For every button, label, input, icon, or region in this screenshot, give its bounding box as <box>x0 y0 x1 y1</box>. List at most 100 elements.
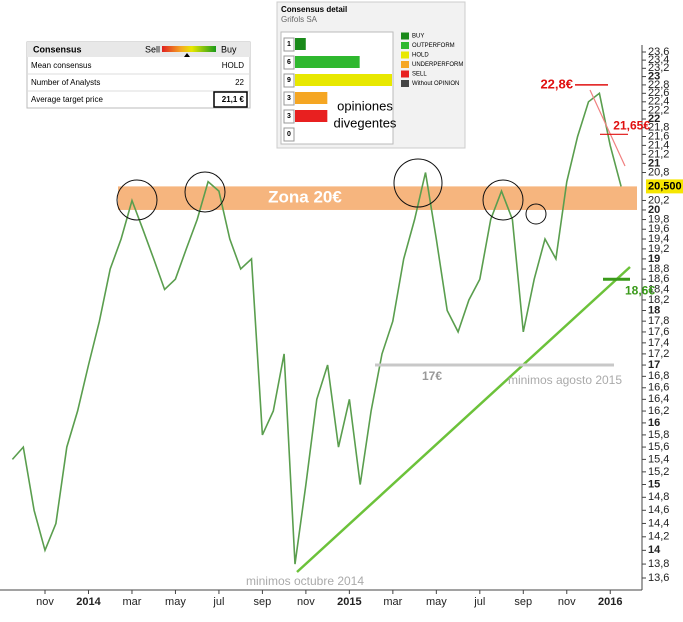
highlight-circle <box>482 179 524 221</box>
y-tick-label: 15,8 <box>648 429 669 441</box>
level-label: 17€ <box>422 369 442 383</box>
x-tick-label: jul <box>473 596 485 608</box>
legend-swatch <box>401 32 409 40</box>
y-tick-label: 17 <box>648 359 660 371</box>
table-title: Consensus <box>33 44 82 54</box>
x-tick-label: sep <box>514 596 532 608</box>
y-tick-label: 14,4 <box>648 517 669 529</box>
legend-label: SELL <box>412 72 427 78</box>
y-tick-label: 17,2 <box>648 348 669 360</box>
y-tick-label: 21,2 <box>648 148 669 160</box>
y-tick-label: 19 <box>648 253 660 265</box>
row-label: Mean consensus <box>31 61 91 70</box>
legend-label: UNDERPERFORM <box>412 62 463 68</box>
row-value: 21,1 € <box>222 95 245 104</box>
row-label: Number of Analysts <box>31 78 100 87</box>
count-label: 6 <box>287 59 291 66</box>
x-tick-label: nov <box>297 596 315 608</box>
legend-swatch <box>401 80 409 87</box>
y-tick-label: 23 <box>648 70 660 82</box>
x-tick-label: nov <box>36 596 54 608</box>
legend-swatch <box>401 42 409 49</box>
price-line <box>11 91 622 565</box>
y-tick-label: 19,4 <box>648 233 669 245</box>
y-tick-label: 16,6 <box>648 382 669 394</box>
level-label: 21,65€ <box>613 118 650 132</box>
y-tick-label: 19,2 <box>648 243 669 255</box>
x-tick-label: mar <box>383 596 402 608</box>
panel-title: Consensus detail <box>281 5 347 14</box>
count-label: 1 <box>287 41 291 48</box>
scale-right: Buy <box>221 44 237 54</box>
scale-left: Sell <box>145 44 160 54</box>
y-tick-label: 18,2 <box>648 294 669 306</box>
y-tick-label: 16,8 <box>648 370 669 382</box>
count-box <box>283 109 295 124</box>
legend-label: Without OPINION <box>412 81 459 87</box>
y-tick-label: 22,8 <box>648 79 669 91</box>
y-tick-label: 17,8 <box>648 315 669 327</box>
y-tick-label: 22,2 <box>648 104 669 116</box>
y-tick-label: 17,4 <box>648 337 669 349</box>
scale-gradient <box>162 46 216 52</box>
count-box <box>283 55 295 70</box>
highlight-circle <box>393 158 443 208</box>
legend-swatch <box>401 51 409 59</box>
x-tick-label: mar <box>122 596 141 608</box>
count-box <box>283 73 295 88</box>
highlight-circle <box>184 171 226 213</box>
y-tick-label: 21,4 <box>648 139 669 151</box>
bar <box>295 56 360 68</box>
y-tick-label: 19,6 <box>648 223 669 235</box>
legend-label: OUTPERFORM <box>412 43 455 49</box>
bar <box>295 110 328 122</box>
last-price-box <box>646 179 683 194</box>
x-tick-label: 2014 <box>76 596 101 608</box>
y-tick-label: 14 <box>648 544 661 556</box>
y-tick-label: 15 <box>648 478 660 490</box>
count-label: 9 <box>287 77 291 84</box>
y-tick-label: 23,4 <box>648 54 669 66</box>
value-box <box>213 91 248 108</box>
y-tick-label: 15,6 <box>648 441 669 453</box>
note: minimos agosto 2015 <box>508 373 622 387</box>
trend-line <box>296 266 631 573</box>
consensus-table: Consensus Sell Buy Mean consensus HOLD N… <box>26 41 251 109</box>
y-tick-label: 16,4 <box>648 393 669 405</box>
y-tick-label: 14,8 <box>648 491 669 503</box>
y-tick-label: 13,6 <box>648 572 669 584</box>
y-tick-label: 18,6 <box>648 273 669 285</box>
count-label: 3 <box>287 95 291 102</box>
count-box <box>283 127 295 142</box>
y-tick-label: 20,2 <box>648 194 669 206</box>
y-tick-label: 20,8 <box>648 166 669 178</box>
y-tick-label: 15,2 <box>648 466 669 478</box>
level-label: 22,8€ <box>540 76 573 91</box>
bar <box>295 92 328 104</box>
level-label: 18,6€ <box>625 283 655 297</box>
y-tick-label: 22,4 <box>648 96 669 108</box>
x-tick-label: sep <box>254 596 272 608</box>
bar <box>295 38 306 50</box>
x-tick-label: 2015 <box>337 596 361 608</box>
y-tick-label: 21,6 <box>648 130 669 142</box>
zone-label: Zona 20€ <box>268 188 342 207</box>
bar-area <box>280 31 394 145</box>
y-tick-label: 17,6 <box>648 326 669 338</box>
detail-panel: Consensus detail Grifols SA 1 BUY 6 OUTPERF… <box>276 1 466 149</box>
row-value: 22 <box>235 78 244 87</box>
y-tick-label: 22 <box>648 113 660 125</box>
y-tick-label: 18,8 <box>648 263 669 275</box>
legend-swatch <box>401 70 409 78</box>
plot: Zona 20€ <box>11 91 637 565</box>
y-tick-label: 23,6 <box>648 46 669 58</box>
y-tick-label: 19,8 <box>648 213 669 225</box>
x-tick-label: may <box>165 596 186 608</box>
annotation: opiniones <box>337 98 393 113</box>
y-tick-label: 15,4 <box>648 453 669 465</box>
y-tick-label: 23,2 <box>648 62 669 74</box>
last-price-label: 20,500 <box>648 180 682 192</box>
count-box <box>283 91 295 106</box>
detail-bars: 1 BUY 6 OUTPERFORM 9 HOLD 3 UNDERPERFORM 3 SELL 0 W… <box>283 32 463 142</box>
